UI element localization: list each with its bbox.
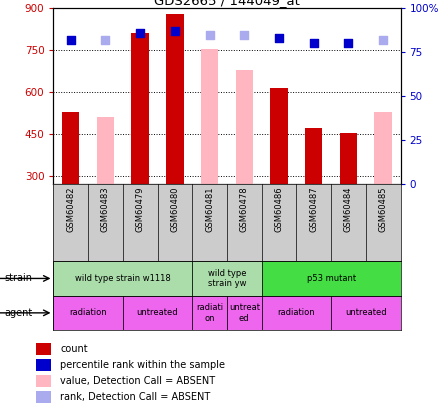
Text: GSM60479: GSM60479: [136, 187, 145, 232]
Text: count: count: [60, 344, 88, 354]
Bar: [36, 375, 51, 387]
Bar: [331, 296, 400, 330]
Text: radiation: radiation: [278, 308, 315, 318]
Bar: [262, 261, 400, 296]
Bar: [340, 132, 357, 184]
Text: radiati
on: radiati on: [196, 303, 223, 322]
Point: [345, 40, 352, 47]
Title: GDS2665 / 144049_at: GDS2665 / 144049_at: [154, 0, 300, 7]
Text: GSM60484: GSM60484: [344, 187, 353, 232]
Text: untreat
ed: untreat ed: [229, 303, 260, 322]
Text: wild type strain w1118: wild type strain w1118: [75, 274, 171, 283]
Text: untreated: untreated: [345, 308, 387, 318]
Bar: [375, 111, 392, 184]
Bar: [62, 111, 80, 184]
Bar: [192, 261, 262, 296]
Bar: [166, 14, 184, 184]
Point: [206, 31, 213, 38]
Bar: [132, 33, 149, 184]
Text: agent: agent: [4, 308, 32, 318]
Bar: [36, 359, 51, 371]
Point: [380, 36, 387, 43]
Bar: [97, 117, 114, 184]
Point: [275, 35, 283, 41]
Bar: [236, 70, 253, 184]
Text: GSM60485: GSM60485: [379, 187, 388, 232]
Text: wild type
strain yw: wild type strain yw: [208, 269, 246, 288]
Bar: [262, 296, 331, 330]
Point: [171, 28, 178, 34]
Text: GSM60482: GSM60482: [66, 187, 75, 232]
Text: rank, Detection Call = ABSENT: rank, Detection Call = ABSENT: [60, 392, 210, 402]
Text: GSM60481: GSM60481: [205, 187, 214, 232]
Point: [310, 40, 317, 47]
Text: GSM60487: GSM60487: [309, 187, 318, 232]
Point: [67, 36, 74, 43]
Bar: [53, 296, 123, 330]
Text: GSM60483: GSM60483: [101, 187, 110, 232]
Bar: [192, 296, 227, 330]
Bar: [53, 261, 192, 296]
Bar: [123, 296, 192, 330]
Text: untreated: untreated: [137, 308, 178, 318]
Text: value, Detection Call = ABSENT: value, Detection Call = ABSENT: [60, 376, 215, 386]
Bar: [305, 128, 323, 184]
Point: [137, 30, 144, 36]
Text: GSM60480: GSM60480: [170, 187, 179, 232]
Text: p53 mutant: p53 mutant: [307, 274, 356, 283]
Bar: [36, 391, 51, 403]
Text: GSM60486: GSM60486: [275, 187, 283, 232]
Text: percentile rank within the sample: percentile rank within the sample: [60, 360, 225, 370]
Text: strain: strain: [4, 273, 32, 283]
Bar: [227, 296, 262, 330]
Point: [102, 36, 109, 43]
Text: GSM60478: GSM60478: [240, 187, 249, 232]
Text: radiation: radiation: [69, 308, 107, 318]
Point: [241, 31, 248, 38]
Bar: [36, 343, 51, 355]
Bar: [201, 49, 218, 184]
Bar: [271, 88, 288, 184]
